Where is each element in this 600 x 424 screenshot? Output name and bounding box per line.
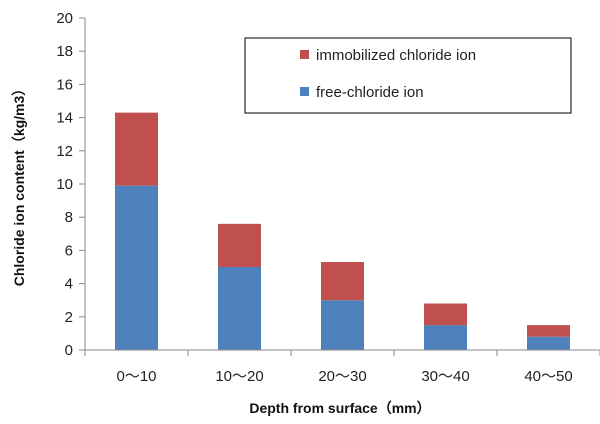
y-axis-title: Chloride ion content（kg/m3） — [11, 82, 27, 287]
legend-box — [244, 37, 572, 114]
legend-label-immobilized: immobilized chloride ion — [316, 47, 476, 64]
y-tick-label: 4 — [65, 276, 73, 293]
y-tick-label: 10 — [56, 176, 73, 193]
bar-immobilized-chloride — [527, 325, 570, 337]
x-category-label: 0～10 — [116, 368, 156, 385]
x-category-label: 20～30 — [318, 368, 366, 385]
y-tick-label: 14 — [56, 110, 73, 127]
x-axis-category-labels: 0～10 10～20 20～30 30～40 40～50 — [116, 368, 572, 385]
bar-immobilized-chloride — [321, 262, 364, 301]
x-axis-ticks — [84, 350, 600, 356]
x-category-label: 30～40 — [421, 368, 469, 385]
y-tick-label: 2 — [65, 309, 73, 326]
y-tick-label: 0 — [65, 342, 73, 359]
x-axis-title: Depth from surface（mm） — [249, 400, 430, 416]
y-tick-label: 16 — [56, 76, 73, 93]
bar-free-chloride — [424, 325, 467, 350]
x-category-label: 10～20 — [215, 368, 263, 385]
bar-free-chloride — [527, 336, 570, 350]
bar-free-chloride — [218, 267, 261, 350]
bar-free-chloride — [321, 300, 364, 350]
bar-immobilized-chloride — [115, 112, 158, 186]
bars — [115, 112, 570, 350]
bar-immobilized-chloride — [424, 303, 467, 326]
x-category-label: 40～50 — [524, 368, 572, 385]
legend-swatch-immobilized — [300, 50, 309, 59]
legend-swatch-free — [300, 87, 309, 96]
y-tick-label: 12 — [56, 143, 73, 160]
y-tick-label: 6 — [65, 242, 73, 259]
y-tick-label: 8 — [65, 209, 73, 226]
y-tick-label: 20 — [56, 10, 73, 27]
legend-label-free: free-chloride ion — [316, 84, 424, 101]
bar-free-chloride — [115, 185, 158, 350]
y-tick-label: 18 — [56, 43, 73, 60]
bar-immobilized-chloride — [218, 223, 261, 267]
y-axis-ticks: 0 2 4 6 8 10 12 14 16 18 20 — [56, 10, 85, 359]
legend: immobilized chloride ion free-chloride i… — [244, 37, 572, 114]
